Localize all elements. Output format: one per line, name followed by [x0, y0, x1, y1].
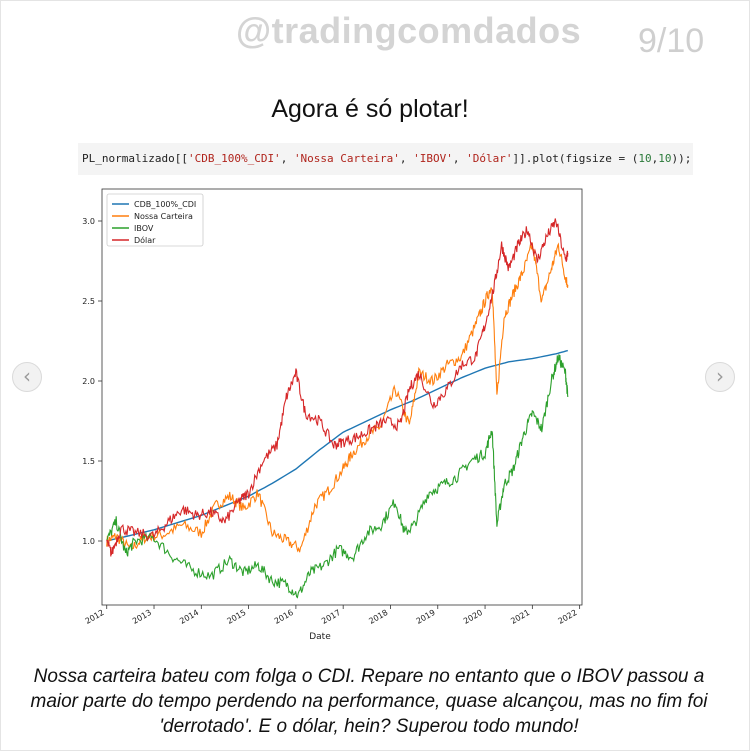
x-tick-label: 2021 [509, 608, 531, 626]
caption-text: Nossa carteira bateu com folga o CDI. Re… [30, 666, 708, 737]
code-line: PL_normalizado[['CDB_100%_CDI', 'Nossa C… [78, 143, 693, 175]
legend-box [106, 193, 204, 247]
series-line-3 [106, 218, 569, 557]
code-prefix: PL_normalizado[[ [82, 152, 188, 165]
x-tick-label: 2017 [320, 608, 342, 626]
code-column: 'Dólar' [466, 152, 513, 165]
code-figsize-height: 10 [658, 152, 672, 165]
x-tick-label: 2013 [131, 608, 153, 626]
legend-label: Dólar [134, 235, 156, 245]
page-indicator: 9/10 [638, 22, 705, 60]
y-tick-label: 1.5 [82, 457, 95, 466]
legend-label: IBOV [134, 224, 154, 233]
x-tick-label: 2018 [367, 608, 389, 626]
series-line-2 [106, 354, 569, 599]
x-tick-label: 2020 [462, 608, 484, 626]
y-tick-label: 3.0 [82, 217, 95, 226]
plot-area-frame [101, 188, 583, 606]
legend-label: Nossa Carteira [134, 212, 193, 221]
x-tick-label: 2022 [557, 608, 579, 626]
next-slide-button[interactable]: › [705, 362, 735, 392]
account-handle: @tradingcomdados [236, 10, 582, 51]
chevron-left-icon: ‹ [23, 364, 31, 388]
previous-slide-button[interactable]: ‹ [12, 362, 42, 392]
legend-label: CDB_100%_CDI [134, 200, 196, 209]
series-line-1 [106, 242, 569, 553]
line-chart: 1.0 1.5 2.0 2.5 3.0 2012 2013 2014 2015 2016 2017 2… [82, 188, 583, 642]
y-tick-label: 2.0 [82, 377, 95, 386]
x-tick-label: 2015 [225, 608, 247, 626]
x-tick-label: 2016 [273, 608, 295, 626]
code-column: 'CDB_100%_CDI' [187, 152, 281, 165]
code-column: 'Nossa Carteira' [293, 152, 400, 165]
chevron-right-icon: › [716, 364, 724, 388]
code-figsize-width: 10 [638, 152, 652, 165]
y-tick-label: 2.5 [82, 297, 95, 306]
code-column: 'IBOV' [413, 152, 453, 165]
y-tick-label: 1.0 [82, 537, 95, 546]
code-middle: ]].plot(figsize = ( [512, 152, 639, 165]
x-tick-label: 2019 [415, 608, 437, 626]
x-axis-label: Date [309, 632, 331, 642]
code-suffix: )); [671, 152, 692, 165]
x-tick-label: 2012 [84, 608, 106, 626]
slide-heading: Agora é só plotar! [271, 95, 469, 123]
x-tick-label: 2014 [178, 608, 200, 626]
